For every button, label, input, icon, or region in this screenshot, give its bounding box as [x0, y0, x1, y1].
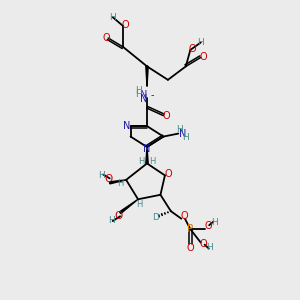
- Text: O: O: [204, 221, 212, 231]
- Text: D: D: [152, 213, 159, 222]
- Text: N: N: [143, 144, 151, 154]
- Text: H: H: [139, 158, 145, 166]
- Text: H: H: [211, 218, 217, 227]
- Polygon shape: [110, 180, 126, 184]
- Text: O: O: [163, 111, 170, 121]
- Text: N: N: [140, 94, 147, 104]
- Text: P: P: [187, 224, 194, 234]
- Text: O: O: [187, 243, 194, 253]
- Polygon shape: [119, 199, 138, 214]
- Text: O: O: [181, 211, 188, 221]
- Text: N: N: [123, 121, 131, 131]
- Text: H: H: [118, 179, 124, 188]
- Text: N: N: [178, 129, 186, 139]
- Text: H: H: [98, 171, 105, 180]
- Text: H: H: [176, 125, 183, 134]
- Text: H: H: [109, 13, 116, 22]
- Text: O: O: [104, 174, 112, 184]
- Text: H: H: [197, 38, 204, 47]
- Text: O: O: [115, 211, 123, 221]
- Text: O: O: [102, 33, 110, 43]
- Text: -: -: [151, 90, 154, 100]
- Polygon shape: [146, 147, 148, 164]
- Text: N: N: [140, 90, 147, 100]
- Text: H: H: [135, 90, 142, 99]
- Text: H: H: [149, 157, 156, 166]
- Text: H: H: [108, 216, 115, 225]
- Text: H: H: [206, 243, 213, 252]
- Polygon shape: [146, 66, 148, 86]
- Text: H: H: [136, 200, 143, 209]
- Text: H: H: [182, 133, 189, 142]
- Text: O: O: [122, 20, 129, 30]
- Text: H: H: [135, 86, 142, 95]
- Text: O: O: [165, 169, 172, 179]
- Text: O: O: [189, 44, 196, 54]
- Text: O: O: [200, 239, 208, 249]
- Text: O: O: [199, 52, 207, 62]
